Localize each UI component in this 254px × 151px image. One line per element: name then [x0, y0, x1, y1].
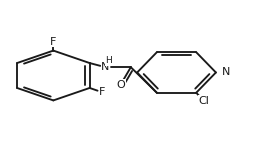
- Text: H: H: [105, 56, 112, 65]
- Text: F: F: [99, 87, 106, 97]
- Text: Cl: Cl: [198, 96, 209, 106]
- Text: N: N: [222, 67, 230, 77]
- Text: F: F: [50, 37, 57, 47]
- Text: O: O: [116, 80, 125, 90]
- Text: N: N: [101, 62, 109, 72]
